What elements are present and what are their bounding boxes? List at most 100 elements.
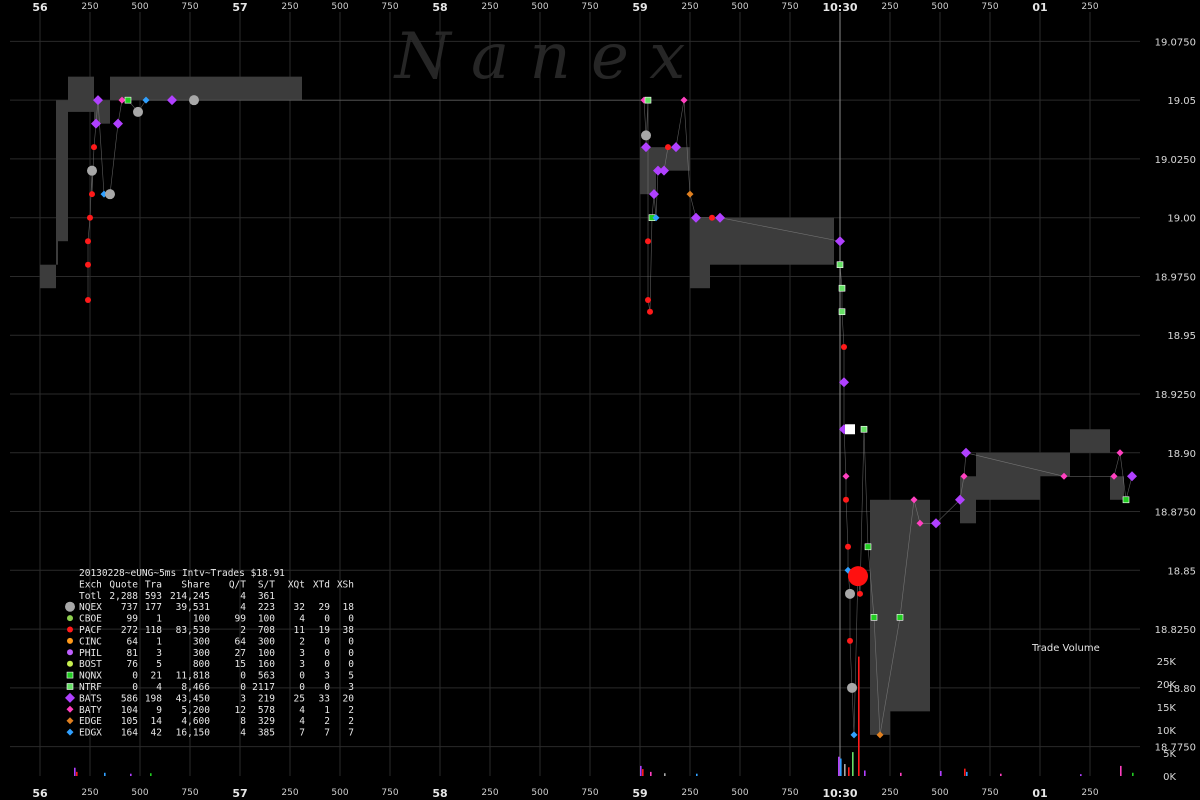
stats-value-cell: 2 (240, 625, 246, 636)
trade-point (1116, 449, 1124, 457)
x-major-tick-bottom: 59 (632, 787, 647, 800)
volume-bar (844, 764, 846, 776)
stats-value-cell: 5 (348, 671, 354, 682)
stats-value-cell: 1 (156, 614, 162, 625)
nbbo-band-segment (68, 76, 94, 112)
trade-point (87, 165, 97, 176)
stats-value-cell: 4 (299, 705, 305, 716)
volume-bar (696, 773, 698, 776)
x-minor-tick-bottom: 750 (981, 788, 998, 798)
stats-value-cell: 4 (240, 602, 246, 613)
stats-value-cell: 4 (240, 591, 246, 602)
trade-point (955, 494, 965, 505)
trade-point (860, 425, 868, 433)
stats-value-cell: 2 (299, 636, 305, 647)
volume-bar (840, 758, 842, 776)
stats-value-cell: 42 (151, 728, 162, 739)
stats-value-cell: 43,450 (176, 693, 211, 704)
x-minor-tick-top: 750 (781, 2, 798, 12)
x-minor-tick-bottom: 250 (881, 788, 898, 798)
trade-point (1122, 496, 1130, 504)
stats-value-cell: 1 (156, 636, 162, 647)
stats-value-cell: 223 (258, 602, 275, 613)
trade-point (686, 190, 694, 198)
stats-value-cell: 83,530 (176, 625, 211, 636)
stats-value-cell: 105 (121, 716, 138, 727)
nbbo-band-segment (56, 100, 58, 265)
volume-bar (964, 768, 966, 776)
x-major-tick-top: 01 (1032, 1, 1047, 14)
trade-point (680, 96, 688, 104)
stats-value-cell: 3 (156, 648, 162, 659)
stats-value-cell: 4 (299, 716, 305, 727)
trade-point (665, 144, 671, 151)
trade-point (641, 142, 651, 153)
trade-point (89, 191, 95, 198)
x-minor-tick-top: 250 (1081, 2, 1098, 12)
trade-point (896, 614, 904, 621)
trade-point (931, 518, 941, 529)
stats-exch-cell: Totl (79, 591, 102, 602)
x-major-tick-bottom: 56 (32, 787, 48, 800)
stats-value-cell: 99 (235, 614, 247, 625)
volume-bar (104, 772, 106, 776)
x-major-tick-top: 57 (232, 1, 247, 14)
x-minor-tick-bottom: 250 (81, 788, 98, 798)
stats-exch-cell: NQEX (79, 602, 102, 613)
stats-value-cell: 219 (258, 693, 275, 704)
volume-tick-label: 15K (1157, 703, 1177, 714)
nbbo-band-segment (1110, 476, 1124, 500)
x-minor-tick-top: 500 (131, 2, 148, 12)
x-minor-tick-bottom: 250 (1081, 788, 1098, 798)
volume-tick-label: 0K (1163, 772, 1176, 783)
trade-point (709, 214, 715, 221)
stats-value-cell: 385 (258, 728, 275, 739)
trade-point (850, 731, 858, 739)
x-minor-tick-top: 750 (381, 2, 398, 12)
x-minor-tick-top: 250 (681, 2, 698, 12)
trade-point (1060, 472, 1068, 480)
trade-point (960, 472, 968, 480)
stats-value-cell: 272 (121, 625, 138, 636)
trade-point (1127, 471, 1137, 482)
trade-point (641, 130, 651, 141)
nbbo-band-segment (94, 100, 110, 124)
trade-point (118, 96, 126, 104)
stats-exch-cell: EDGE (79, 716, 102, 727)
stats-exch-cell: EDGX (79, 728, 102, 739)
y-tick-label: 19.0250 (1155, 155, 1196, 166)
trade-point (961, 447, 971, 458)
stats-exch-cell: CBOE (79, 614, 102, 625)
stats-value-cell: 16,150 (176, 728, 211, 739)
trade-point (835, 236, 845, 247)
trade-point (93, 95, 103, 106)
stats-value-cell: 100 (193, 614, 210, 625)
stats-header-cell: XQt (288, 579, 305, 590)
volume-bar (864, 770, 866, 776)
stats-value-cell: 5 (156, 659, 162, 670)
trade-point (838, 308, 846, 316)
nbbo-band-segment (710, 217, 834, 265)
stats-exch-cell: BATY (79, 705, 102, 716)
trade-point (87, 214, 93, 221)
stats-value-cell: 33 (319, 693, 330, 704)
nbbo-band-segment (690, 217, 710, 289)
trade-point (85, 296, 91, 303)
trade-point (124, 96, 132, 104)
y-tick-label: 18.9750 (1155, 272, 1196, 283)
stats-header-cell: Tra (145, 579, 162, 590)
x-major-tick-bottom: 57 (232, 787, 247, 800)
stats-value-cell: 64 (235, 636, 247, 647)
trade-point (85, 238, 91, 245)
stats-value-cell: 164 (121, 728, 138, 739)
volume-tick-label: 20K (1157, 680, 1177, 691)
stats-value-cell: 0 (299, 682, 305, 693)
stats-value-cell: 0 (324, 682, 330, 693)
large-trade-marker-square (845, 424, 855, 435)
x-minor-tick-bottom: 500 (731, 788, 748, 798)
x-minor-tick-top: 500 (731, 2, 748, 12)
stats-value-cell: 20 (343, 693, 355, 704)
stats-value-cell: 21 (151, 671, 163, 682)
volume-bar (150, 773, 152, 776)
